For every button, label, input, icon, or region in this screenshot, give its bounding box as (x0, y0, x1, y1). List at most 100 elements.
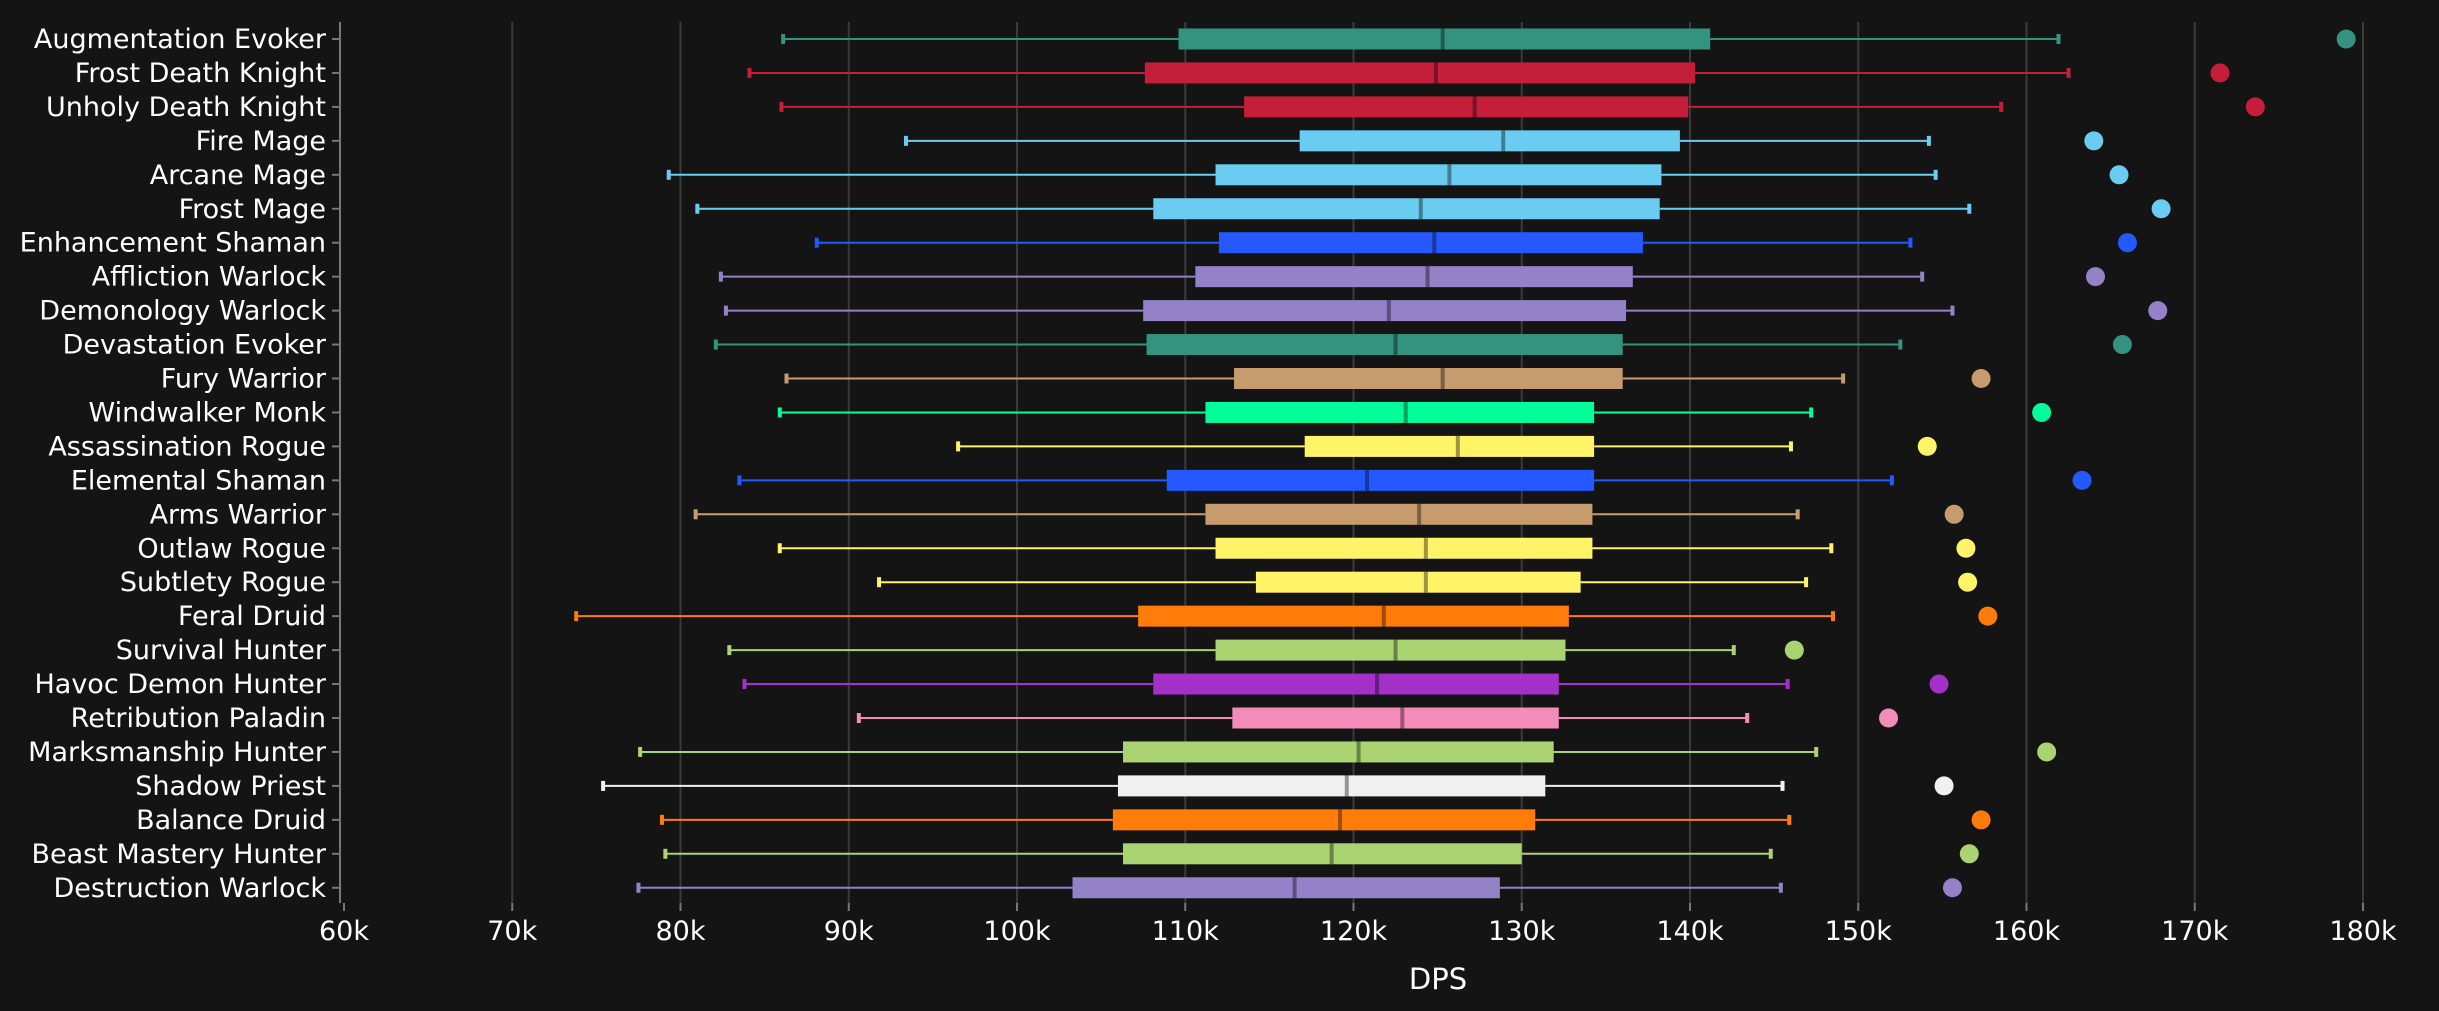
outlier-point (2109, 165, 2129, 185)
series-row (727, 639, 1804, 661)
category-label: Assassination Rogue (48, 431, 326, 462)
iqr-box (1138, 605, 1569, 627)
outlier-point (2037, 742, 2057, 762)
series-row (638, 741, 2057, 763)
series-row (695, 198, 2171, 220)
outlier-point (2072, 470, 2092, 490)
x-tick-label: 150k (1825, 916, 1893, 947)
iqr-box (1215, 164, 1662, 186)
iqr-box (1255, 571, 1581, 593)
iqr-box (1146, 334, 1623, 356)
outlier-point (2148, 301, 2168, 321)
series-row (718, 266, 2105, 288)
iqr-box (1215, 639, 1566, 661)
iqr-box (1144, 62, 1696, 84)
category-label: Frost Mage (179, 194, 326, 225)
x-tick-label: 170k (2161, 916, 2229, 947)
iqr-box (1166, 469, 1595, 491)
series-row (601, 775, 1954, 797)
outlier-point (2336, 29, 2356, 49)
axes: 60k 70k 80k 90k 100k 110k 120k 130k 140k 150k 160k… (319, 22, 2397, 947)
series-row (663, 843, 1979, 865)
category-label: Arms Warrior (150, 499, 327, 530)
iqr-box (1112, 809, 1536, 831)
category-label: Marksmanship Hunter (28, 737, 327, 768)
outlier-point (1959, 844, 1979, 864)
category-label: Fury Warrior (161, 364, 327, 395)
category-label: Arcane Mage (150, 160, 326, 191)
iqr-box (1299, 130, 1680, 152)
series-row (956, 435, 1937, 457)
series-row (814, 232, 2137, 254)
outlier-point (2032, 402, 2052, 422)
category-label: Windwalker Monk (88, 397, 326, 428)
iqr-box (1122, 741, 1554, 763)
iqr-box (1234, 368, 1623, 389)
x-tick-label: 130k (1488, 916, 1556, 947)
iqr-box (1122, 843, 1522, 865)
iqr-box (1143, 300, 1627, 322)
outlier-point (1971, 369, 1991, 388)
series-row (574, 605, 1998, 627)
series-row (723, 300, 2168, 322)
category-label: Unholy Death Knight (46, 92, 326, 123)
category-label: Subtlety Rogue (120, 567, 326, 598)
outlier-point (2151, 199, 2171, 219)
x-tick-label: 90k (824, 916, 874, 947)
iqr-box (1215, 537, 1593, 559)
outlier-point (2085, 267, 2105, 287)
outlier-point (1942, 878, 1962, 898)
x-tick-label: 100k (983, 916, 1051, 947)
category-label: Frost Death Knight (75, 58, 326, 89)
category-label: Fire Mage (196, 126, 326, 157)
outlier-point (2112, 335, 2132, 355)
series-row (781, 28, 2356, 50)
series-row (636, 877, 1962, 899)
iqr-box (1244, 96, 1689, 118)
series-row (659, 809, 1991, 831)
x-tick-label: 60k (319, 916, 369, 947)
series-row (856, 707, 1899, 729)
gridlines (511, 22, 2364, 903)
series-row (742, 673, 1949, 695)
x-tick-label: 70k (487, 916, 537, 947)
category-label: Shadow Priest (135, 771, 326, 802)
category-label: Retribution Paladin (71, 703, 326, 734)
series-row (693, 503, 1964, 525)
x-axis-title: DPS (1409, 962, 1467, 996)
iqr-box (1178, 28, 1711, 50)
iqr-box (1232, 707, 1559, 729)
outlier-point (1784, 640, 1804, 660)
outlier-point (1917, 436, 1937, 456)
category-label: Demonology Warlock (39, 296, 326, 327)
iqr-box (1205, 401, 1595, 423)
outlier-point (2245, 97, 2265, 117)
series-row (777, 537, 1976, 559)
series-row (779, 96, 2265, 118)
x-tick-label: 80k (656, 916, 706, 947)
category-label: Survival Hunter (116, 635, 327, 666)
series-row (737, 469, 2092, 491)
series-row (747, 62, 2230, 84)
outlier-point (1978, 606, 1998, 626)
x-tick-label: 120k (1320, 916, 1388, 947)
category-label: Havoc Demon Hunter (34, 669, 326, 700)
category-label: Beast Mastery Hunter (31, 839, 326, 870)
outlier-point (1944, 504, 1964, 524)
iqr-box (1218, 232, 1643, 254)
iqr-box (1195, 266, 1633, 288)
category-label: Enhancement Shaman (20, 228, 326, 259)
series-row (903, 130, 2104, 152)
category-label: Outlaw Rogue (137, 533, 326, 564)
series-row (713, 334, 2132, 356)
x-tick-label: 160k (1993, 916, 2061, 947)
series-row (877, 571, 1978, 593)
series-row (777, 401, 2052, 423)
outlier-point (2117, 233, 2137, 253)
series-row (784, 368, 1991, 389)
category-label: Elemental Shaman (71, 465, 326, 496)
outlier-point (1879, 708, 1899, 728)
